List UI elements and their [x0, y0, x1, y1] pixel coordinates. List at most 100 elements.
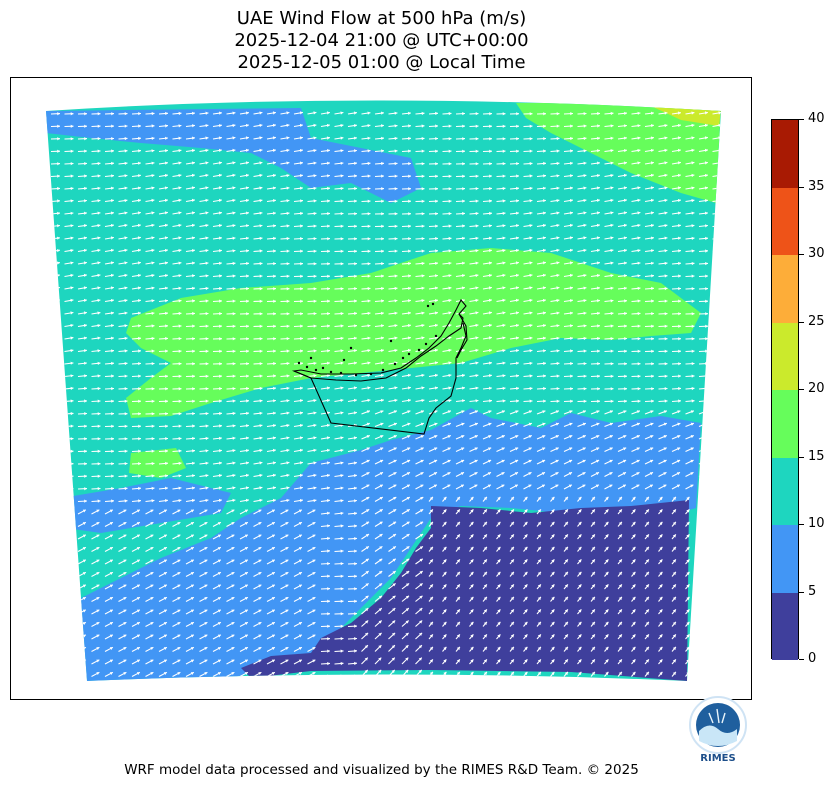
- wind-arrow-head: [97, 361, 101, 365]
- wind-arrow-head: [259, 199, 263, 203]
- wind-arrow-head: [610, 324, 614, 328]
- speed-region-5-10-north: [46, 108, 421, 203]
- wind-arrow-head: [123, 559, 127, 563]
- wind-arrow-head: [70, 137, 74, 141]
- wind-arrow-head: [178, 161, 182, 165]
- wind-arrow-head: [537, 496, 541, 501]
- wind-arrow-head: [205, 161, 209, 165]
- wind-arrow-head: [192, 474, 195, 478]
- wind-arrow-head: [435, 249, 438, 253]
- wind-arrow-shaft: [712, 559, 717, 565]
- wind-arrow-head: [529, 224, 533, 228]
- wind-arrow-head: [470, 621, 474, 626]
- wind-arrow-head: [448, 298, 452, 303]
- wind-arrow-head: [326, 386, 330, 390]
- wind-arrow-head: [217, 609, 221, 613]
- wind-arrow-head: [205, 136, 209, 140]
- wind-arrow-head: [82, 584, 86, 588]
- wind-arrow-head: [217, 572, 221, 575]
- coastal-islands: [297, 302, 438, 377]
- wind-arrow-head: [299, 486, 303, 490]
- rimes-logo: RIMES: [687, 695, 749, 767]
- wind-arrow-head: [461, 410, 465, 414]
- wind-arrow-head: [232, 236, 236, 240]
- wind-arrow-head: [433, 459, 438, 463]
- wind-arrow-head: [489, 174, 492, 178]
- wind-arrow-head: [686, 584, 690, 588]
- wind-arrow-head: [405, 632, 409, 636]
- wind-arrow-head: [699, 521, 703, 526]
- wind-arrow-head: [516, 199, 519, 203]
- wind-arrow-head: [70, 261, 74, 265]
- wind-arrow-head: [497, 571, 501, 576]
- wind-arrow-head: [516, 186, 519, 191]
- wind-arrow-head: [623, 422, 627, 426]
- wind-arrow-head: [379, 484, 383, 488]
- wind-arrow-head: [313, 336, 317, 341]
- wind-arrow-head: [470, 596, 474, 601]
- wind-arrow-shaft: [50, 311, 60, 315]
- wind-arrow-head: [393, 447, 397, 451]
- wind-arrow-head: [271, 659, 275, 663]
- wind-arrow-head: [84, 399, 87, 403]
- wind-arrow-head: [591, 559, 595, 563]
- wind-arrow-head: [632, 646, 636, 651]
- wind-arrow-head: [83, 273, 87, 277]
- wind-arrow-head: [57, 374, 60, 378]
- wind-arrow-head: [610, 248, 614, 253]
- wind-arrow-head: [84, 124, 87, 128]
- wind-arrow-head: [232, 136, 236, 140]
- wind-arrow-head: [82, 672, 86, 675]
- wind-arrow-head: [470, 571, 474, 576]
- local-time: 2025-12-05 01:00 @ Local Time: [237, 52, 526, 73]
- wind-arrow-head: [204, 547, 208, 550]
- wind-arrow-head: [57, 437, 60, 441]
- wind-arrow-head: [502, 162, 506, 166]
- wind-arrow-head: [218, 486, 222, 490]
- wind-arrow-head: [84, 349, 87, 353]
- wind-arrow-head: [543, 336, 546, 340]
- wind-arrow-head: [219, 324, 222, 328]
- wind-arrow-head: [420, 472, 424, 476]
- wind-arrow-head: [582, 435, 586, 439]
- wind-arrow-head: [259, 236, 263, 240]
- wind-arrow-head: [556, 124, 560, 128]
- wind-arrow-head: [259, 461, 263, 465]
- wind-arrow-head: [663, 447, 667, 451]
- wind-arrow-head: [497, 646, 501, 651]
- wind-arrow-head: [392, 558, 396, 562]
- wind-arrow-head: [286, 299, 290, 303]
- wind-arrow-head: [272, 486, 276, 490]
- wind-arrow-shaft: [698, 509, 704, 515]
- wind-arrow-shaft: [50, 425, 61, 428]
- wind-arrow-head: [677, 161, 681, 165]
- wind-arrow-head: [340, 361, 344, 365]
- wind-arrow-head: [605, 534, 609, 538]
- wind-arrow-head: [69, 584, 73, 588]
- wind-arrow-head: [340, 374, 344, 378]
- wind-arrow-head: [610, 124, 614, 128]
- wind-arrow-head: [272, 123, 276, 127]
- wind-arrow-head: [570, 374, 573, 378]
- wind-arrow-head: [610, 236, 614, 240]
- wind-arrow-head: [672, 546, 676, 551]
- wind-map: [46, 100, 721, 681]
- wind-arrow-head: [300, 386, 303, 390]
- wind-arrow-head: [299, 148, 303, 153]
- wind-arrow-head: [96, 547, 100, 550]
- wind-arrow-head: [327, 524, 330, 528]
- wind-arrow-head: [96, 522, 100, 525]
- wind-arrow-head: [364, 645, 368, 649]
- wind-arrow-head: [609, 422, 613, 426]
- wind-arrow-head: [515, 336, 519, 340]
- wind-arrow-head: [246, 274, 249, 278]
- wind-arrow-head: [636, 447, 640, 451]
- wind-arrow-head: [651, 324, 654, 328]
- wind-arrow-head: [137, 261, 141, 265]
- wind-arrow-head: [610, 211, 614, 215]
- wind-arrow-head: [510, 534, 514, 538]
- wind-arrow-shaft: [712, 671, 717, 677]
- wind-arrow-head: [151, 374, 155, 378]
- wind-arrow-head: [475, 249, 479, 253]
- wind-arrow-head: [435, 149, 438, 153]
